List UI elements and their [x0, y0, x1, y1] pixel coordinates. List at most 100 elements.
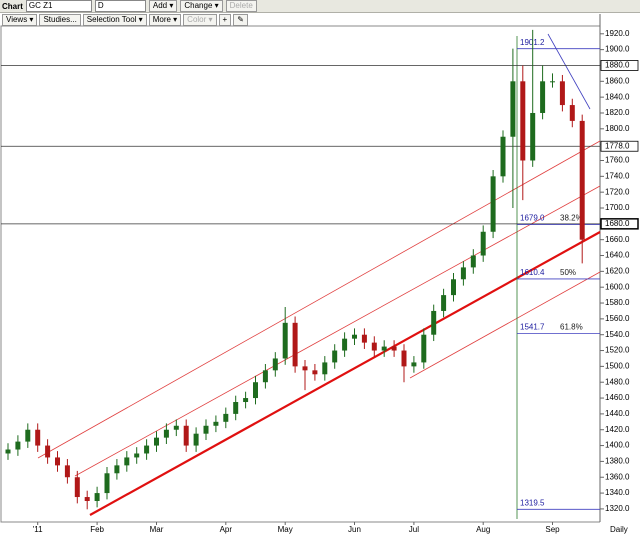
- x-tick-label: May: [278, 525, 293, 534]
- y-tick-label: 1380.0: [605, 457, 630, 466]
- x-tick-label: Jul: [409, 525, 419, 534]
- candle-body: [203, 425, 209, 434]
- y-tick-label: 1340.0: [605, 488, 630, 497]
- y-tick-label: 1840.0: [605, 92, 630, 101]
- add-button[interactable]: Add ▾: [148, 0, 178, 12]
- symbol-input[interactable]: GC Z1: [25, 0, 92, 12]
- candle-body: [312, 370, 318, 375]
- y-tick-label: 1480.0: [605, 377, 630, 386]
- y-tick-label: 1560.0: [605, 314, 630, 323]
- candle-body: [302, 366, 308, 371]
- y-tick-label: 1740.0: [605, 171, 630, 180]
- level-label: 1880.0: [605, 61, 630, 70]
- candle-body: [510, 81, 516, 137]
- candle-body: [579, 120, 585, 240]
- candle-body: [500, 136, 506, 177]
- y-tick-label: 1360.0: [605, 472, 630, 481]
- fib-label: 1679.0: [520, 214, 545, 223]
- candle-body: [114, 465, 120, 474]
- candle-body: [282, 322, 288, 359]
- period-input[interactable]: D: [94, 0, 146, 12]
- candle-body: [45, 445, 51, 458]
- y-tick-label: 1640.0: [605, 251, 630, 260]
- y-tick-label: 1440.0: [605, 409, 630, 418]
- level-label: 1680.0: [605, 219, 630, 228]
- candle-body: [154, 437, 159, 446]
- candle-body: [540, 81, 546, 113]
- channel-main: [89, 231, 601, 516]
- y-tick-label: 1920.0: [605, 29, 630, 38]
- candle-body: [55, 457, 60, 466]
- candle-body: [381, 346, 387, 351]
- plot-area: [0, 25, 601, 523]
- candle-body: [233, 402, 239, 414]
- candle-body: [421, 334, 427, 363]
- y-tick-label: 1760.0: [605, 156, 630, 165]
- candle-body: [550, 81, 555, 83]
- candle-body: [361, 334, 367, 343]
- candle-body: [401, 350, 407, 367]
- candle-body: [163, 429, 169, 438]
- candle-body: [223, 413, 229, 422]
- level-label-box: [600, 218, 639, 230]
- fan-line: [547, 33, 591, 110]
- candle-body: [352, 334, 357, 339]
- y-tick-label: 1620.0: [605, 266, 630, 275]
- candle-body: [470, 255, 476, 268]
- y-tick-label: 1820.0: [605, 108, 630, 117]
- y-tick-label: 1900.0: [605, 45, 630, 54]
- candle-body: [213, 421, 219, 426]
- chart: Daily 1320.0 1340.0 1360.0 1380.0 1400.0 1420…: [0, 14, 640, 540]
- channel-mid: [74, 185, 601, 477]
- y-tick-label: 1720.0: [605, 187, 630, 196]
- candle-body: [25, 429, 31, 442]
- chart-label: Chart: [2, 1, 23, 11]
- candle-body: [332, 350, 338, 363]
- change-button[interactable]: Change ▾: [180, 0, 223, 12]
- x-tick-label: Feb: [90, 525, 104, 534]
- candle-body: [371, 342, 377, 351]
- y-tick-label: 1660.0: [605, 235, 630, 244]
- y-axis-area: [600, 14, 640, 540]
- candle-body: [183, 425, 189, 446]
- frequency-label: Daily: [610, 525, 628, 534]
- fib-label: 1541.7: [520, 322, 545, 331]
- y-tick-label: 1320.0: [605, 504, 630, 513]
- fib-percent: 50%: [560, 268, 576, 277]
- level-label-box: [600, 60, 639, 71]
- candle-body: [193, 433, 199, 446]
- y-tick-label: 1420.0: [605, 425, 630, 434]
- y-tick-label: 1800.0: [605, 124, 630, 133]
- delete-button[interactable]: Delete: [225, 0, 257, 12]
- level-label-box: [600, 140, 639, 152]
- y-tick-label: 1460.0: [605, 393, 630, 402]
- channel-lower: [409, 271, 601, 379]
- candle-body: [530, 112, 536, 161]
- candle-body: [104, 473, 110, 494]
- candle-body: [559, 81, 565, 106]
- y-tick-label: 1500.0: [605, 361, 630, 370]
- x-tick-label: Sep: [545, 525, 560, 534]
- candle-body: [15, 441, 21, 450]
- fib-percent: 38.2%: [560, 214, 583, 223]
- level-label: 1778.0: [605, 141, 630, 150]
- y-tick-label: 1400.0: [605, 441, 630, 450]
- x-tick-label: Aug: [476, 525, 490, 534]
- x-tick-label: Mar: [150, 525, 164, 534]
- candle-body: [35, 429, 41, 446]
- candle-body: [480, 231, 486, 256]
- candle-body: [272, 358, 278, 371]
- channel-upper: [37, 140, 601, 459]
- candle-body: [431, 310, 437, 335]
- y-tick-label: 1700.0: [605, 203, 630, 212]
- candle-body: [64, 465, 70, 478]
- candle-body: [292, 322, 298, 367]
- x-tick-label: Jun: [348, 525, 361, 534]
- candle-body: [5, 449, 11, 454]
- y-tick-label: 1600.0: [605, 282, 630, 291]
- candle-body: [74, 477, 80, 498]
- y-tick-label: 1520.0: [605, 346, 630, 355]
- candle-body: [322, 362, 328, 375]
- y-tick-label: 1860.0: [605, 76, 630, 85]
- x-tick-label: Apr: [220, 525, 233, 534]
